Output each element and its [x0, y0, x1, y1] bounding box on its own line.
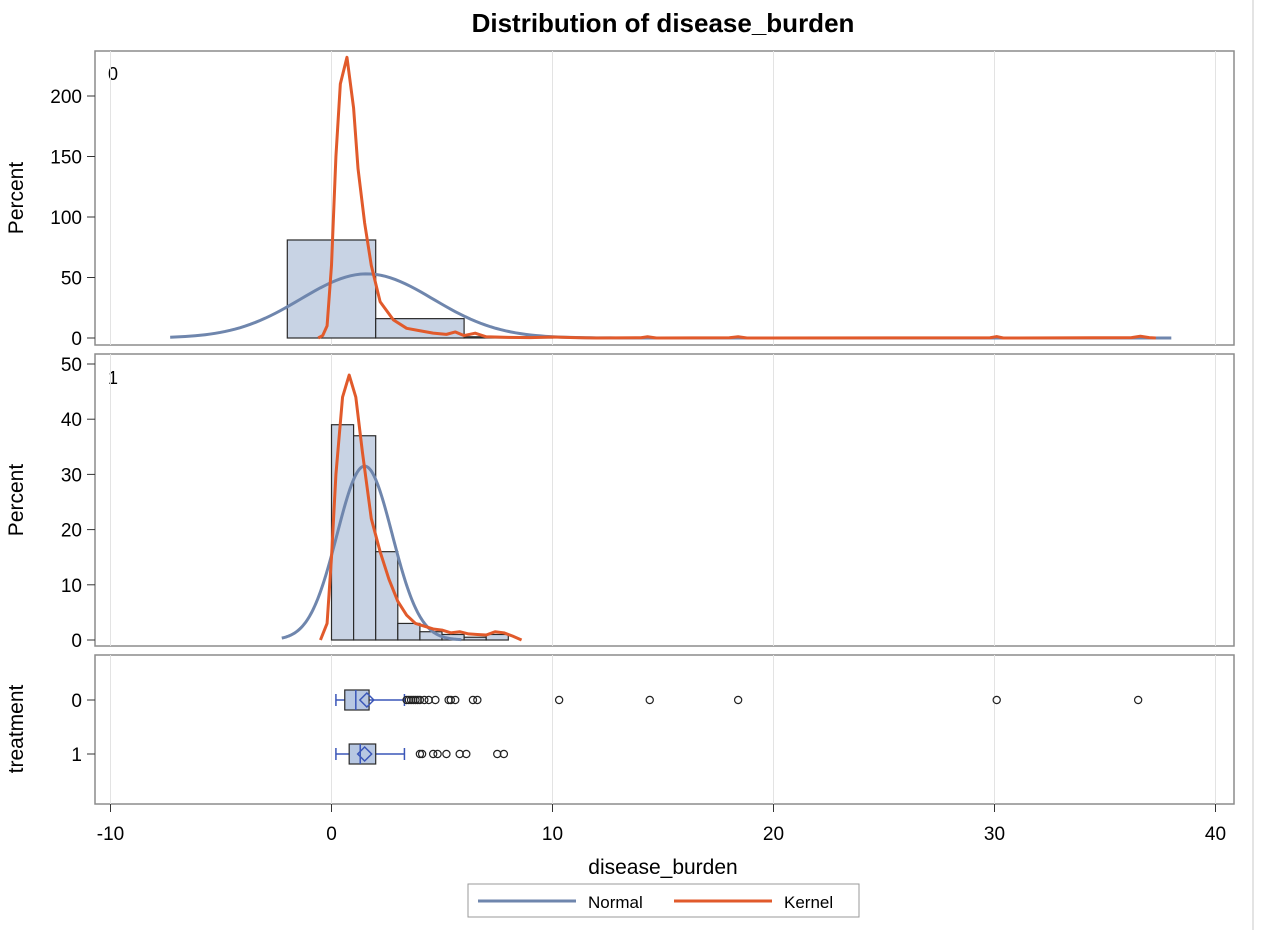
chart-title: Distribution of disease_burden: [472, 8, 855, 38]
boxplot-outlier: [431, 695, 440, 705]
histogram-bar: [330, 424, 355, 641]
y-tick-label: 0: [71, 329, 82, 350]
boxplot-outlier: [446, 695, 456, 705]
boxplot-outlier: [415, 695, 425, 705]
y-tick-label: 1: [71, 745, 82, 766]
histogram-bar: [397, 622, 421, 641]
histogram-bar: [463, 636, 487, 641]
kernel-curve: [319, 373, 523, 642]
panel-label-1: 1: [108, 368, 118, 388]
y-tick-label: 10: [61, 576, 82, 597]
panel-frame-1: [94, 353, 1235, 647]
x-tick-label: 10: [542, 824, 563, 845]
y-tick-label: 20: [61, 521, 82, 542]
boxplot-outlier: [411, 695, 420, 705]
boxplot-outlier: [468, 695, 478, 705]
boxplot-outlier: [1133, 695, 1143, 705]
boxplot-outlier: [433, 749, 442, 759]
x-axis-label: disease_burden: [588, 856, 737, 879]
y-tick-label: 30: [61, 465, 82, 486]
y-tick-label: 0: [71, 691, 82, 712]
boxplot-outlier: [733, 695, 743, 705]
boxplot-outlier: [499, 749, 509, 759]
boxplot-outlier: [645, 695, 654, 705]
x-tick-label: 30: [984, 824, 1005, 845]
y-tick-label: 150: [50, 148, 82, 169]
boxplot-outlier: [428, 749, 438, 759]
x-tick-label: 20: [763, 824, 784, 845]
y-tick-label: 40: [61, 410, 82, 431]
y-tick-label: 0: [71, 631, 82, 652]
boxplot-outlier: [442, 749, 451, 759]
boxplot-outlier: [473, 695, 482, 705]
y-axis-label-boxplot: treatment: [5, 684, 28, 773]
y-tick-label: 100: [50, 208, 82, 229]
kernel-curve: [317, 55, 1156, 340]
boxplot-outlier: [420, 695, 429, 705]
boxplot-outlier: [415, 749, 425, 759]
histogram-bar: [485, 633, 509, 641]
x-tick-label: 0: [326, 824, 337, 845]
boxplot-outlier: [462, 749, 471, 759]
y-tick-label: 50: [61, 355, 82, 376]
boxplot-outlier: [992, 695, 1001, 705]
boxplot-mean-marker: [356, 745, 373, 763]
panel-frame-0: [94, 50, 1235, 346]
y-axis-label-0: Percent: [5, 162, 28, 235]
x-tick-label: -10: [97, 824, 124, 845]
boxplot-box: [344, 689, 370, 711]
boxplot-frame: [94, 654, 1235, 805]
y-axis-label-1: Percent: [5, 464, 28, 537]
panel-label-0: 0: [108, 64, 118, 84]
x-tick-label: 40: [1205, 824, 1226, 845]
boxplot-box: [348, 743, 377, 765]
histogram-bar: [375, 551, 399, 641]
boxplot-outlier: [554, 695, 564, 705]
legend-label-kernel: Kernel: [784, 893, 833, 912]
boxplot-outlier: [417, 749, 427, 759]
y-tick-label: 200: [50, 87, 82, 108]
legend-label-normal: Normal: [588, 893, 643, 912]
histogram-bar: [375, 318, 465, 339]
normal-curve: [281, 464, 462, 642]
boxplot-outlier: [451, 695, 460, 705]
y-tick-label: 50: [61, 269, 82, 290]
boxplot-mean-marker: [358, 691, 375, 709]
window-edge: [1252, 0, 1254, 930]
